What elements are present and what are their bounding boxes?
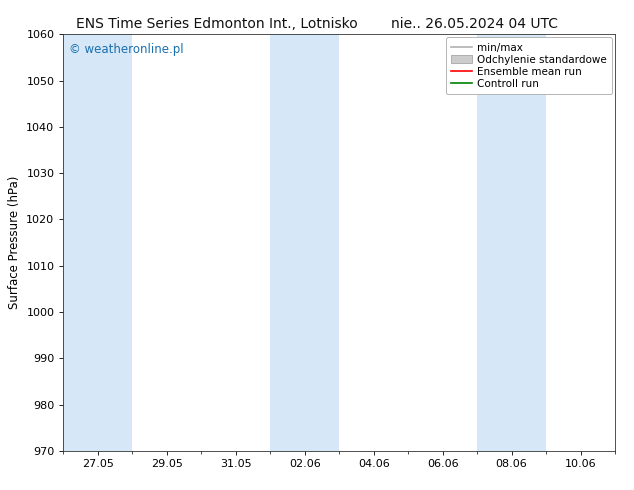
Legend: min/max, Odchylenie standardowe, Ensemble mean run, Controll run: min/max, Odchylenie standardowe, Ensembl…: [446, 37, 612, 94]
Y-axis label: Surface Pressure (hPa): Surface Pressure (hPa): [8, 176, 21, 309]
Text: nie.. 26.05.2024 04 UTC: nie.. 26.05.2024 04 UTC: [391, 17, 558, 31]
Text: © weatheronline.pl: © weatheronline.pl: [69, 43, 183, 56]
Bar: [270, 34, 339, 451]
Text: ENS Time Series Edmonton Int., Lotnisko: ENS Time Series Edmonton Int., Lotnisko: [76, 17, 358, 31]
Bar: [63, 34, 133, 451]
Bar: [477, 34, 546, 451]
